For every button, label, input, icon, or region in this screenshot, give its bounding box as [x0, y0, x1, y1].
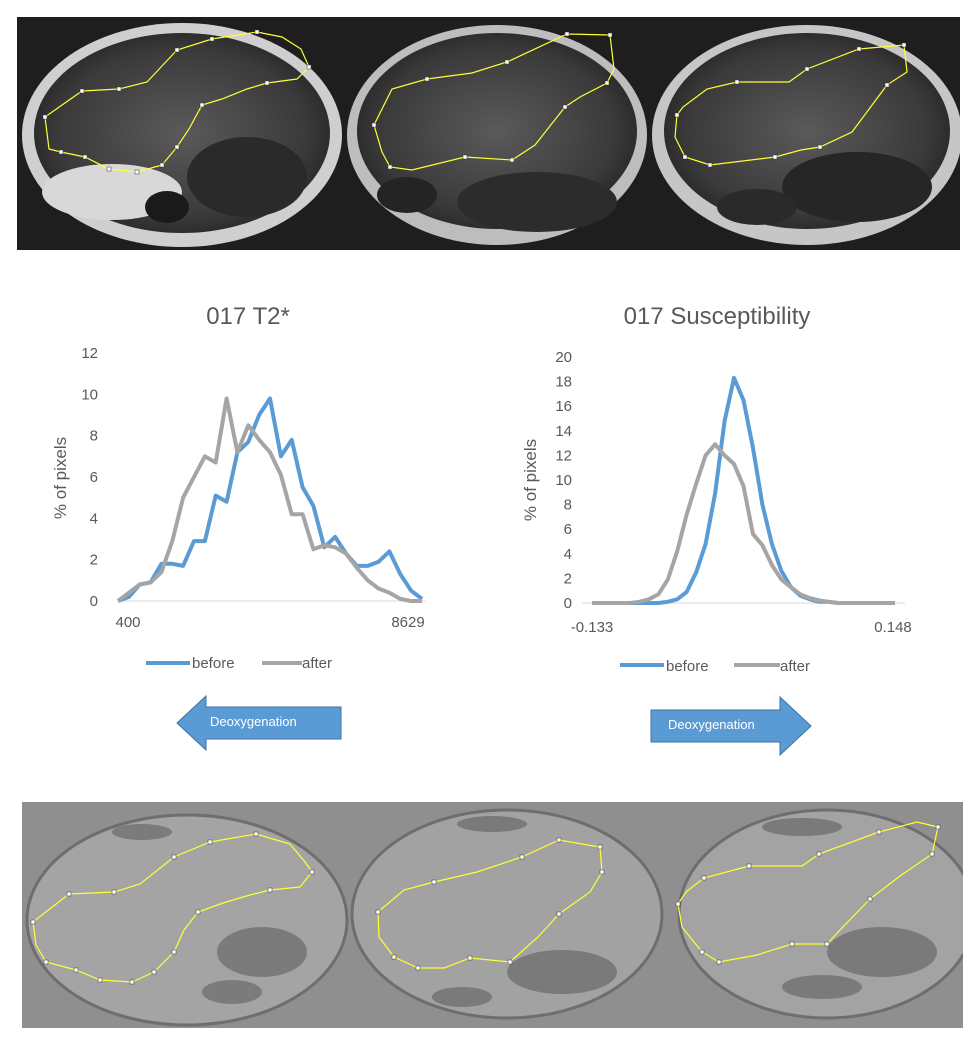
t2-y-tick-label: 0 — [90, 593, 98, 610]
sus-legend-before-label: before — [666, 658, 709, 675]
sus-y-tick-label: 2 — [564, 570, 572, 587]
t2-mri-image — [17, 17, 960, 250]
t2-legend-before-label: before — [192, 655, 235, 672]
sus-series — [592, 375, 895, 605]
sus-y-tick-label: 4 — [564, 546, 572, 563]
t2-series-line-after — [116, 396, 422, 603]
sus-y-tick-label: 20 — [555, 349, 572, 366]
sus-y-tick-label: 12 — [555, 447, 572, 464]
t2-histogram-chart: 017 T2* % of pixels 0 2 4 6 8 10 12 400 8629 b… — [51, 303, 425, 672]
deoxygenation-left-label: Deoxygenation — [210, 714, 297, 729]
sus-legend: before after — [620, 658, 810, 675]
sus-y-tick-label: 0 — [564, 595, 572, 612]
right-arrow-shape — [650, 696, 812, 756]
left-arrow-shape — [176, 695, 342, 751]
susceptibility-histogram-chart: 017 Susceptibility % of pixels 0 2 4 6 8 10 12… — [521, 303, 912, 675]
sus-y-tick-label: 14 — [555, 423, 572, 440]
sus-y-axis-label: % of pixels — [521, 439, 540, 521]
sus-y-tick-label: 18 — [555, 374, 572, 391]
t2-chart-title: 017 T2* — [206, 303, 290, 330]
t2-legend-after-label: after — [302, 655, 332, 672]
t2-y-tick-label: 12 — [81, 345, 98, 362]
susceptibility-map-image-strip — [22, 802, 963, 1028]
sus-y-tick-label: 6 — [564, 521, 572, 538]
sus-chart-title: 017 Susceptibility — [624, 303, 811, 330]
t2-y-ticks: 0 2 4 6 8 10 12 — [81, 345, 98, 610]
sus-x-tick-first: -0.133 — [571, 619, 614, 636]
deoxygenation-right-arrow: Deoxygenation — [650, 696, 812, 756]
t2-y-tick-label: 10 — [81, 386, 98, 403]
deoxygenation-left-arrow: Deoxygenation — [176, 695, 342, 751]
t2-mri-image-strip — [17, 17, 960, 250]
sus-legend-after-label: after — [780, 658, 810, 675]
t2-series — [116, 396, 424, 603]
sus-y-tick-label: 8 — [564, 497, 572, 514]
t2-legend: before after — [146, 655, 332, 672]
t2-y-tick-label: 4 — [90, 510, 98, 527]
deoxygenation-right-label: Deoxygenation — [668, 717, 755, 732]
t2-series-line-before — [117, 396, 424, 603]
sus-y-ticks: 0 2 4 6 8 10 12 14 16 18 20 — [555, 349, 572, 612]
sus-x-tick-last: 0.148 — [874, 619, 912, 636]
t2-y-tick-label: 8 — [90, 428, 98, 445]
sus-series-line-after — [592, 442, 895, 605]
t2-x-tick-last: 8629 — [391, 614, 424, 631]
t2-y-tick-label: 2 — [90, 552, 98, 569]
t2-x-tick-first: 400 — [115, 614, 140, 631]
t2-y-axis-label: % of pixels — [51, 437, 70, 519]
sus-y-tick-label: 10 — [555, 472, 572, 489]
sus-y-tick-label: 16 — [555, 398, 572, 415]
t2-y-tick-label: 6 — [90, 469, 98, 486]
susceptibility-map-image — [22, 802, 963, 1028]
